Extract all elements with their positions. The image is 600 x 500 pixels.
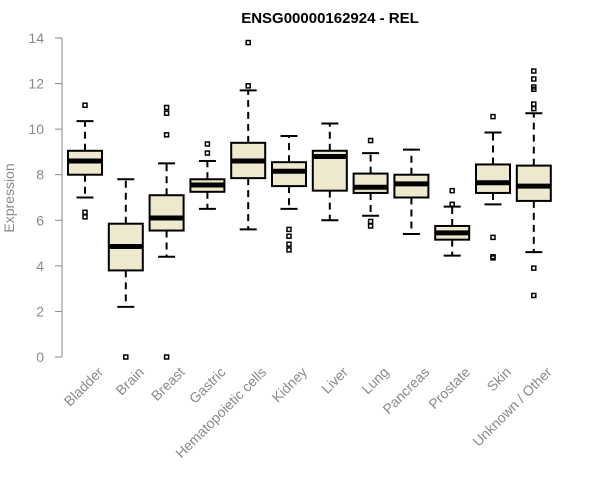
y-tick-label: 2 [36,303,44,319]
y-tick-label: 6 [36,212,44,228]
outlier-point [204,150,211,156]
outlier-point [490,234,496,241]
box-iqr [271,161,307,188]
outlier-point [449,201,455,208]
outlier-point [204,141,211,147]
y-axis: 0 2 4 6 8 10 12 14 [28,30,63,365]
box-group [230,39,267,231]
outlier-point [531,265,537,271]
box-iqr [148,194,185,232]
outlier-point [245,39,251,46]
outlier-point [490,255,496,261]
outlier-point [82,102,88,108]
box-group [311,122,348,222]
box-group [189,141,226,210]
x-category-label: Skin [484,364,515,395]
outlier-point [286,226,292,233]
outlier-point [367,137,374,144]
box-series [67,39,552,360]
outlier-point [163,132,170,138]
outlier-point [123,354,129,360]
outlier-point [286,247,292,253]
outlier-point [367,223,374,229]
outlier-point [490,113,496,120]
outlier-point [531,292,537,299]
y-tick-label: 8 [36,167,44,183]
outlier-point [531,76,537,82]
outlier-point [531,68,537,74]
outlier-point [163,354,170,360]
y-tick-label: 12 [28,76,44,92]
y-axis-label: Expression [1,163,17,232]
outlier-point [286,233,292,239]
box-group [475,113,511,261]
x-category-label: Liver [318,364,351,397]
outlier-point [163,110,170,116]
outlier-point [531,101,537,107]
box-iqr [475,163,511,194]
box-group [434,187,471,257]
outlier-point [531,105,537,112]
outlier-point [82,214,88,220]
x-category-label: Breast [148,364,188,404]
outlier-point [245,83,251,89]
box-group [148,104,185,360]
box-group [515,68,552,299]
box-iqr [352,172,389,194]
y-tick-label: 10 [28,121,44,137]
outlier-point [531,86,537,93]
x-category-label: Lung [358,364,391,397]
outlier-point [286,241,292,247]
x-category-label: Bladder [61,364,107,410]
outlier-point [82,209,88,216]
x-category-label: Prostate [425,364,473,412]
outlier-point [163,104,170,111]
outlier-point [449,187,455,194]
y-tick-label: 14 [28,30,44,46]
y-tick-label: 4 [36,258,44,274]
box-group [67,102,103,220]
box-group [107,178,144,360]
box-iqr [515,164,552,202]
box-group [352,137,389,229]
box-group [393,148,430,235]
x-category-label: Kidney [269,364,311,406]
box-group [271,134,307,253]
chart-title: ENSG00000162924 - REL [241,10,419,27]
outlier-point [367,218,374,225]
y-tick-label: 0 [36,349,44,365]
x-category-label: Brain [112,364,146,398]
